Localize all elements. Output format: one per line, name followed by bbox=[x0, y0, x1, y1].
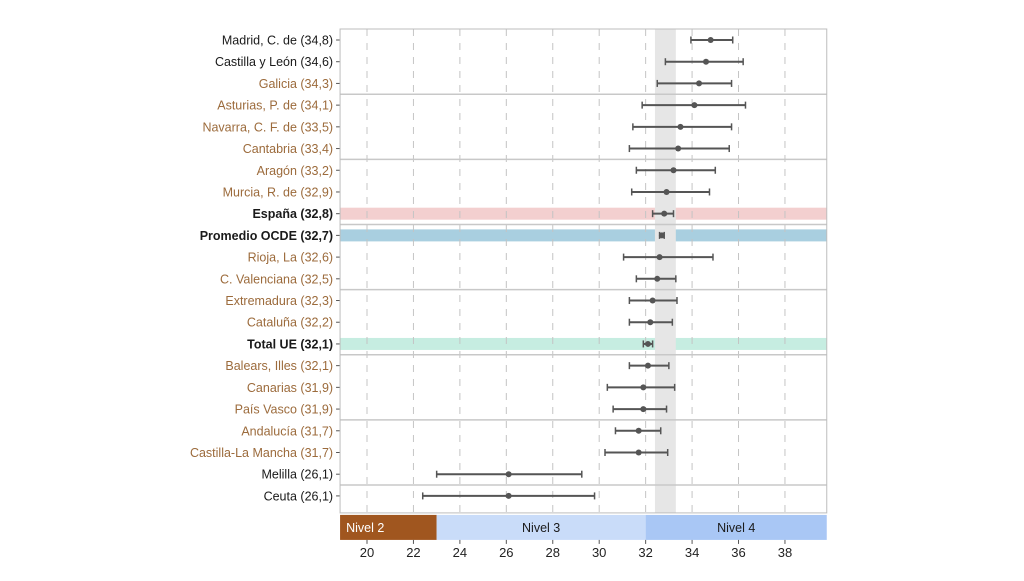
data-point bbox=[670, 167, 677, 174]
data-point bbox=[635, 427, 642, 434]
row-label: España (32,8) bbox=[252, 207, 333, 221]
x-tick-label: 38 bbox=[778, 545, 792, 560]
x-tick-label: 20 bbox=[360, 545, 374, 560]
data-point bbox=[644, 362, 651, 369]
data-point bbox=[647, 319, 654, 326]
row-label: Extremadura (32,3) bbox=[225, 294, 333, 308]
row-label: Rioja, La (32,6) bbox=[248, 251, 333, 265]
level-segment bbox=[340, 514, 437, 540]
gridlines bbox=[366, 29, 786, 513]
data-point bbox=[696, 80, 703, 87]
row-label: País Vasco (31,9) bbox=[235, 403, 333, 417]
level-segment bbox=[436, 514, 646, 540]
row-label: Aragón (33,2) bbox=[257, 164, 333, 178]
data-point bbox=[654, 275, 661, 282]
row-label: Total UE (32,1) bbox=[247, 337, 333, 351]
data-point bbox=[640, 384, 647, 391]
error-bars bbox=[421, 36, 747, 500]
row-label: Canarias (31,9) bbox=[247, 381, 333, 395]
data-point bbox=[640, 406, 647, 413]
data-point bbox=[658, 232, 665, 239]
data-point bbox=[707, 37, 714, 43]
row-label: Cantabria (33,4) bbox=[243, 142, 333, 156]
x-tick-label: 22 bbox=[406, 545, 420, 560]
data-point bbox=[663, 188, 670, 195]
x-tick-label: 28 bbox=[546, 545, 560, 560]
data-point bbox=[644, 340, 651, 347]
highlight-band bbox=[340, 229, 827, 242]
data-point bbox=[656, 254, 663, 261]
level-bar: Nivel 2 Nivel 3 Nivel 4 bbox=[340, 514, 827, 540]
x-tick-label: 32 bbox=[638, 545, 652, 560]
row-label: Cataluña (32,2) bbox=[247, 316, 333, 330]
row-label: C. Valenciana (32,5) bbox=[220, 272, 333, 286]
level-label: Nivel 3 bbox=[522, 521, 560, 535]
row-label: Balears, Illes (32,1) bbox=[225, 359, 333, 373]
data-point bbox=[677, 123, 684, 130]
row-label: Castilla-La Mancha (31,7) bbox=[190, 446, 333, 460]
highlight-band bbox=[340, 207, 827, 220]
data-point bbox=[691, 102, 698, 109]
row-labels: Madrid, C. de (34,8) Castilla y León (34,… bbox=[190, 34, 341, 503]
data-point bbox=[675, 145, 682, 152]
row-label: Murcia, R. de (32,9) bbox=[223, 185, 333, 199]
x-tick-label: 26 bbox=[499, 545, 513, 560]
plot-frame bbox=[339, 28, 828, 514]
data-point bbox=[661, 210, 668, 217]
data-point bbox=[505, 492, 512, 499]
row-label: Promedio OCDE (32,7) bbox=[200, 229, 333, 243]
row-label: Asturias, P. de (34,1) bbox=[217, 99, 333, 113]
data-point bbox=[635, 449, 642, 456]
row-label: Ceuta (26,1) bbox=[264, 489, 333, 503]
highlight-band bbox=[340, 337, 827, 350]
row-label: Andalucía (31,7) bbox=[241, 424, 333, 438]
row-label: Melilla (26,1) bbox=[262, 468, 334, 482]
data-point bbox=[649, 297, 656, 304]
group-separators bbox=[340, 93, 827, 486]
row-label: Navarra, C. F. de (33,5) bbox=[202, 120, 333, 134]
row-label: Madrid, C. de (34,8) bbox=[222, 34, 333, 48]
reference-band-rect bbox=[654, 29, 676, 513]
reference-band bbox=[654, 29, 676, 513]
row-label: Galicia (34,3) bbox=[259, 77, 333, 91]
x-tick-label: 34 bbox=[685, 545, 699, 560]
x-axis-ticks: 20 22 24 26 28 30 32 34 36 38 bbox=[360, 539, 792, 560]
level-label: Nivel 2 bbox=[346, 521, 384, 535]
level-label: Nivel 4 bbox=[717, 521, 755, 535]
data-point bbox=[703, 58, 710, 65]
x-tick-label: 24 bbox=[453, 545, 467, 560]
x-tick-label: 30 bbox=[592, 545, 606, 560]
level-segment bbox=[645, 514, 827, 540]
x-tick-label: 36 bbox=[731, 545, 745, 560]
highlight-bands bbox=[340, 207, 827, 350]
row-label: Castilla y León (34,6) bbox=[215, 55, 333, 69]
data-point bbox=[505, 471, 512, 478]
